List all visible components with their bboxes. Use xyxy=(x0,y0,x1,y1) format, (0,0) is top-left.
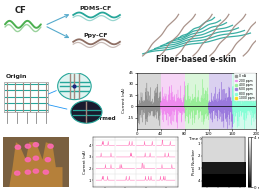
Legend: 0 nA, 200 ppm, 400 ppm, 600 ppm, 800 ppm, 1000 ppm: 0 nA, 200 ppm, 400 ppm, 600 ppm, 800 ppm… xyxy=(234,73,256,101)
Circle shape xyxy=(15,171,20,175)
Bar xyxy=(137,73,161,129)
Circle shape xyxy=(45,158,51,162)
Circle shape xyxy=(33,156,39,160)
Ellipse shape xyxy=(58,73,91,100)
X-axis label: Time (s): Time (s) xyxy=(188,137,205,141)
Text: Origin: Origin xyxy=(6,74,28,79)
Text: Fiber-based e-skin: Fiber-based e-skin xyxy=(156,55,237,64)
Circle shape xyxy=(33,143,39,147)
Bar xyxy=(185,73,208,129)
Text: Ppy-CF: Ppy-CF xyxy=(84,33,108,38)
Circle shape xyxy=(25,144,31,148)
Circle shape xyxy=(43,170,48,174)
Text: Deformed: Deformed xyxy=(85,116,116,122)
Y-axis label: Current (nA): Current (nA) xyxy=(83,150,87,174)
Text: CF: CF xyxy=(15,6,26,15)
Bar xyxy=(256,73,259,129)
Circle shape xyxy=(33,169,39,173)
Circle shape xyxy=(15,145,20,149)
Circle shape xyxy=(25,158,31,162)
Circle shape xyxy=(25,170,31,174)
Bar xyxy=(161,73,185,129)
Bar xyxy=(208,73,233,129)
Y-axis label: Pixel Number: Pixel Number xyxy=(192,149,196,175)
Y-axis label: Current (nA): Current (nA) xyxy=(122,88,126,113)
Circle shape xyxy=(48,144,53,148)
Polygon shape xyxy=(9,142,62,187)
Text: PDMS-CF: PDMS-CF xyxy=(80,6,112,11)
Bar xyxy=(233,73,256,129)
Ellipse shape xyxy=(71,101,102,123)
